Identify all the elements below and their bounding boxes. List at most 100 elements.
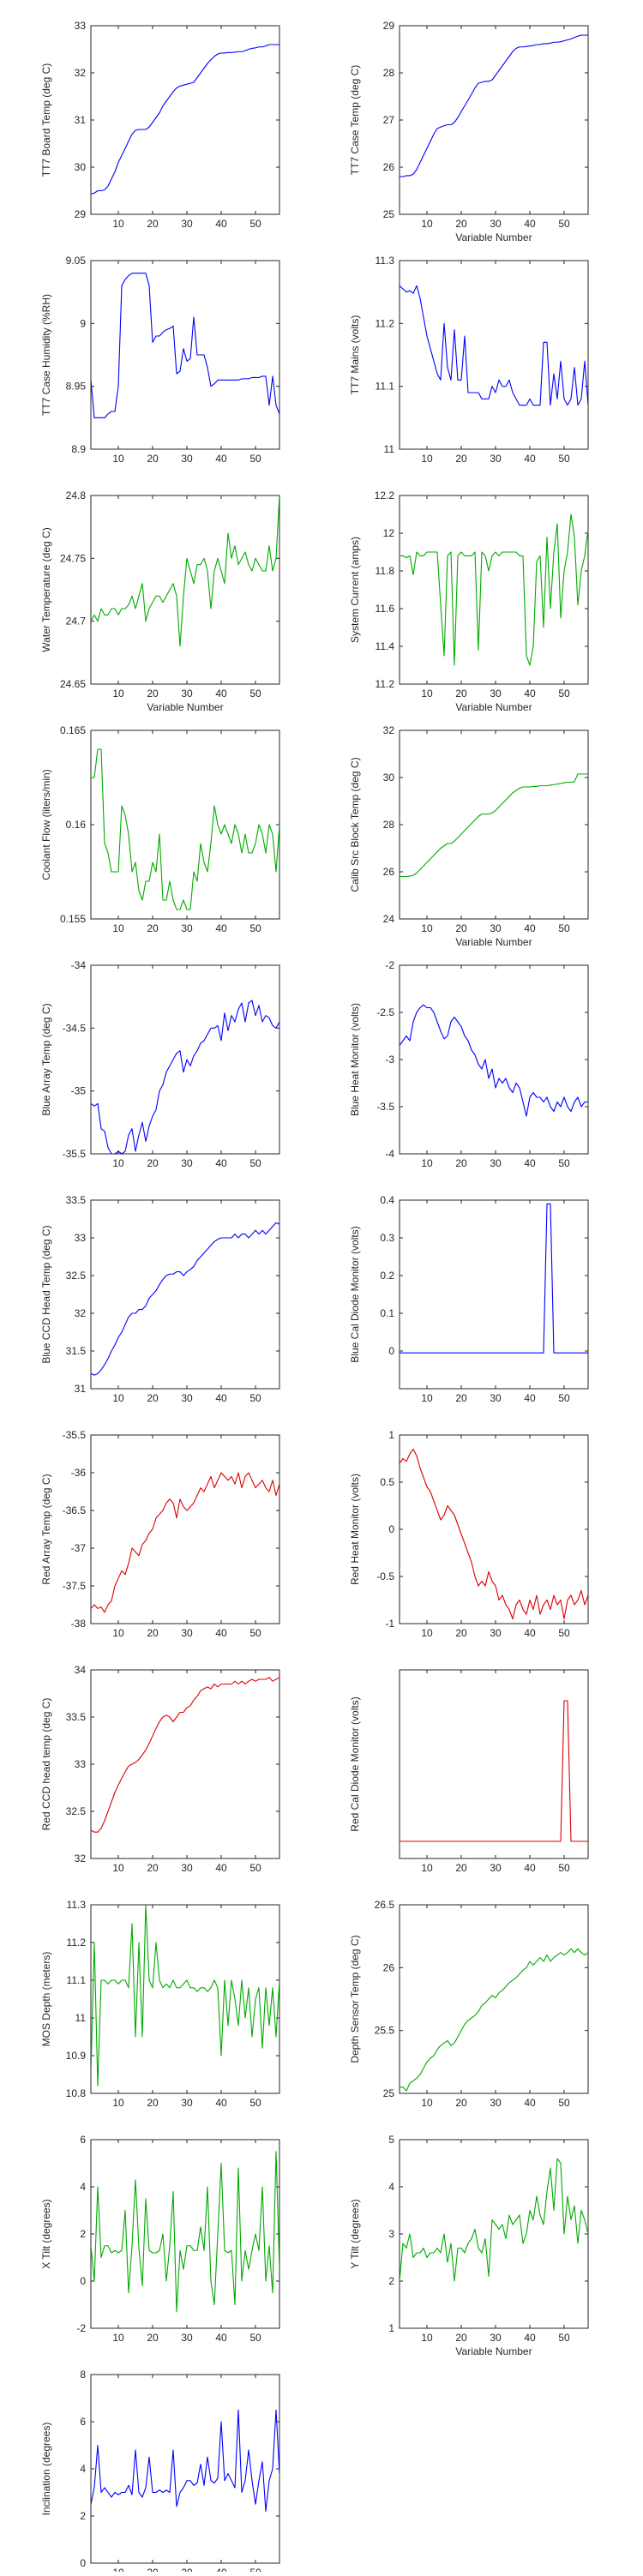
- y-tick-label: -2: [76, 2322, 86, 2334]
- y-tick-label: 32: [75, 67, 87, 79]
- x-tick-label: 20: [147, 1392, 159, 1404]
- y-tick-label: 0.16: [66, 819, 87, 831]
- x-tick-label: 50: [249, 1862, 261, 1874]
- x-tick-label: 20: [147, 1862, 159, 1874]
- y-tick-label: 25.5: [375, 2025, 395, 2037]
- x-tick-label: 30: [490, 2097, 502, 2109]
- y-tick-label: 8: [80, 2369, 86, 2381]
- x-tick-label: 30: [490, 1157, 502, 1169]
- y-tick-label: 32.5: [66, 1805, 87, 1817]
- x-tick-label: 10: [421, 922, 433, 934]
- x-tick-label: 10: [421, 453, 433, 465]
- x-tick-label: 40: [524, 218, 536, 230]
- y-tick-label: 8.95: [66, 381, 87, 393]
- x-tick-label: 20: [455, 2332, 467, 2344]
- x-tick-label: 10: [112, 2567, 124, 2572]
- y-tick-label: 29: [75, 208, 87, 220]
- y-tick-label: 6: [80, 2134, 86, 2146]
- x-tick-label: 10: [112, 453, 124, 465]
- x-tick-label: 50: [558, 218, 570, 230]
- y-axis-label: Depth Sensor Temp (deg C): [349, 1935, 361, 2063]
- series-line: [400, 1948, 588, 2092]
- y-tick-label: 0.3: [380, 1232, 394, 1244]
- x-tick-label: 10: [112, 688, 124, 700]
- y-tick-label: 0.2: [380, 1270, 394, 1282]
- chart-18: 10 20 30 40 50 -2 0 2 4 6 X Tilt (degrees): [40, 2134, 280, 2344]
- y-tick-label: 5: [388, 2134, 394, 2146]
- y-tick-label: 11.3: [67, 1899, 87, 1911]
- y-tick-label: -3.5: [376, 1101, 394, 1113]
- x-tick-label: 20: [455, 1392, 467, 1404]
- plot-frame: [399, 964, 589, 1155]
- x-tick-label: 40: [215, 2332, 227, 2344]
- y-tick-label: 10.9: [66, 2050, 87, 2062]
- y-tick-label: 33: [75, 20, 87, 32]
- x-tick-label: 30: [181, 2567, 193, 2572]
- x-tick-label: 30: [181, 2332, 193, 2344]
- y-tick-label: 1: [388, 2322, 394, 2334]
- chart-20: 102030405002468Inclination (degrees)Vari…: [40, 2369, 280, 2576]
- x-tick-label: 20: [147, 1627, 159, 1639]
- y-tick-label: 11.1: [376, 381, 395, 393]
- y-tick-label: 0.4: [380, 1194, 394, 1206]
- y-axis-label: Red Heat Monitor (volts): [349, 1474, 361, 1585]
- y-tick-label: 26: [383, 161, 395, 173]
- x-tick-label: 20: [455, 453, 467, 465]
- y-axis-label: Red Array Temp (deg C): [40, 1474, 52, 1584]
- x-tick-label: 20: [147, 1157, 159, 1169]
- y-tick-label: 12: [383, 527, 395, 539]
- x-tick-label: 50: [249, 218, 261, 230]
- x-tick-label: 40: [524, 1157, 536, 1169]
- y-tick-label: 24: [383, 913, 395, 925]
- x-axis-label: Variable Number: [455, 2345, 532, 2357]
- x-tick-label: 40: [215, 2097, 227, 2109]
- x-tick-label: 10: [421, 1627, 433, 1639]
- y-tick-label: 30: [383, 772, 395, 784]
- x-tick-label: 20: [147, 218, 159, 230]
- chart-8: 10 20 30 40 50 -35.5 -35 -34.5 -34 Blue Array Tem…: [40, 959, 280, 1169]
- y-tick-label: 1: [388, 1429, 394, 1441]
- y-tick-label: 11.2: [67, 1937, 87, 1949]
- x-tick-label: 50: [249, 1627, 261, 1639]
- chart-5: 10 20 30 40 50 11.2 11.4 11.6 11.8 12 12.2 System C…: [349, 489, 589, 713]
- chart-12: 10 20 30 40 50 -38 -37.5 -37 -36.5 -36 -35.5 Red Ar…: [40, 1429, 280, 1639]
- y-tick-label: -35.5: [63, 1429, 87, 1441]
- y-tick-label: 32: [383, 724, 395, 736]
- series-line: [400, 1203, 588, 1354]
- chart-4: 10 20 30 40 50 24.65 24.7 24.75 24.8 Water Temper…: [40, 489, 280, 713]
- series-line: [400, 34, 588, 177]
- x-tick-label: 40: [524, 1627, 536, 1639]
- x-tick-label: 20: [147, 453, 159, 465]
- plot-frame: [90, 2374, 280, 2564]
- y-tick-label: 4: [388, 2181, 394, 2193]
- y-tick-label: 3: [388, 2228, 394, 2240]
- plot-frame: [90, 1199, 280, 1390]
- x-tick-label: 10: [421, 1157, 433, 1169]
- y-tick-label: 11.8: [376, 565, 395, 577]
- y-tick-label: 24.7: [66, 615, 87, 627]
- y-tick-label: 10.8: [66, 2087, 87, 2099]
- x-tick-label: 10: [112, 218, 124, 230]
- y-tick-label: 0.5: [380, 1476, 394, 1488]
- y-tick-label: 24.65: [60, 678, 86, 690]
- x-tick-label: 40: [524, 2332, 536, 2344]
- x-tick-label: 50: [558, 688, 570, 700]
- chart-15: 10 20 30 40 50 Red Cal Diode Monitor (volts): [349, 1669, 589, 1874]
- x-tick-label: 30: [490, 1862, 502, 1874]
- chart-17: 10 20 30 40 50 25 25.5 26 26.5 Depth Sensor Temp …: [349, 1899, 589, 2109]
- chart-11: 10 20 30 40 50 0 0.1 0.2 0.3 0.4 Blue Cal Diode Mo…: [349, 1194, 589, 1404]
- y-tick-label: -35: [71, 1085, 87, 1097]
- x-tick-label: 20: [147, 688, 159, 700]
- chart-13: 10 20 30 40 50 -1 -0.5 0 0.5 1 Red Heat Monitor (v…: [349, 1429, 589, 1639]
- y-tick-label: -34: [71, 959, 87, 971]
- x-tick-label: 10: [112, 1157, 124, 1169]
- x-tick-label: 10: [112, 1862, 124, 1874]
- x-tick-label: 40: [524, 688, 536, 700]
- x-tick-label: 30: [181, 688, 193, 700]
- y-axis-label: Calib Src Block Temp (deg C): [349, 757, 361, 892]
- series-line: [400, 1004, 588, 1117]
- x-tick-label: 20: [455, 1627, 467, 1639]
- y-tick-label: 0: [80, 2275, 86, 2287]
- chart-19: 10 20 30 40 50 1 2 3 4 5 Y Tilt (degrees) Variable …: [349, 2134, 589, 2357]
- y-tick-label: -36.5: [63, 1504, 87, 1516]
